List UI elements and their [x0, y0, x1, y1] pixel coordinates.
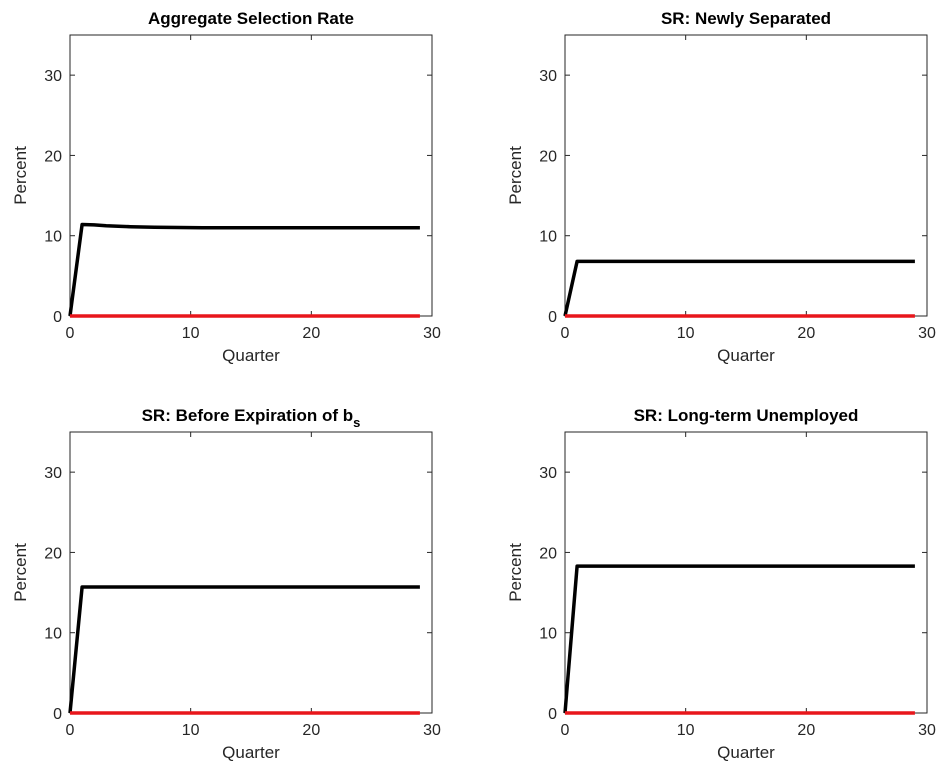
subplot-title: SR: Before Expiration of bs	[142, 406, 361, 430]
x-tick-label: 0	[561, 722, 570, 739]
x-axis-label: Quarter	[717, 346, 775, 365]
axes-frame	[70, 35, 432, 316]
y-tick-label: 10	[44, 626, 62, 643]
axes-frame	[565, 35, 927, 316]
x-tick-label: 20	[302, 325, 320, 342]
subplot-title: SR: Long-term Unemployed	[634, 406, 859, 425]
y-tick-label: 30	[44, 68, 62, 85]
y-tick-label: 30	[539, 465, 557, 482]
x-tick-label: 30	[423, 325, 441, 342]
x-axis-label: Quarter	[222, 346, 280, 365]
subplot-3: 0 10 20 30 0 10 20 30 SR: Before Expiration of b…	[11, 406, 441, 762]
y-tick-label: 30	[44, 465, 62, 482]
x-tick-label: 30	[918, 325, 936, 342]
y-tick-label: 0	[53, 309, 62, 326]
subplot-title-subscript: s	[353, 415, 360, 430]
y-tick-label: 0	[548, 309, 557, 326]
x-tick-label: 20	[797, 325, 815, 342]
y-axis-label: Percent	[11, 543, 30, 602]
y-tick-label: 10	[539, 626, 557, 643]
x-axis-label: Quarter	[222, 743, 280, 762]
series-line-1	[70, 225, 420, 317]
y-axis-label: Percent	[506, 146, 525, 205]
x-axis-label: Quarter	[717, 743, 775, 762]
y-tick-label: 10	[44, 229, 62, 246]
y-axis-label: Percent	[506, 543, 525, 602]
x-tick-label: 30	[423, 722, 441, 739]
subplot-4: 0 10 20 30 0 10 20 30 SR: Long-term Unemployed Qu…	[506, 406, 936, 762]
subplot-title-text: SR: Newly Separated	[661, 9, 831, 28]
y-tick-label: 30	[539, 68, 557, 85]
subplot-title-text: Aggregate Selection Rate	[148, 9, 354, 28]
x-tick-label: 10	[677, 722, 695, 739]
subplot-title: SR: Newly Separated	[661, 9, 831, 28]
y-tick-label: 20	[539, 545, 557, 562]
y-axis-label: Percent	[11, 146, 30, 205]
subplot-title-text: SR: Before Expiration of b	[142, 406, 354, 425]
y-tick-label: 20	[44, 148, 62, 165]
y-tick-label: 0	[53, 706, 62, 723]
x-tick-label: 0	[66, 722, 75, 739]
subplot-1: 0 10 20 30 0 10 20 30 Aggregate Selection Rate Qu…	[11, 9, 441, 365]
x-tick-label: 30	[918, 722, 936, 739]
x-tick-label: 0	[66, 325, 75, 342]
series-line-1	[70, 587, 420, 713]
subplot-2: 0 10 20 30 0 10 20 30 SR: Newly Separated Quarter…	[506, 9, 936, 365]
axes-frame	[565, 432, 927, 713]
y-tick-label: 20	[539, 148, 557, 165]
axes-frame	[70, 432, 432, 713]
x-tick-label: 10	[182, 722, 200, 739]
y-tick-label: 10	[539, 229, 557, 246]
subplot-title-text: SR: Long-term Unemployed	[634, 406, 859, 425]
series-line-1	[565, 566, 915, 713]
subplot-title: Aggregate Selection Rate	[148, 9, 354, 28]
x-tick-label: 10	[677, 325, 695, 342]
x-tick-label: 10	[182, 325, 200, 342]
y-tick-label: 20	[44, 545, 62, 562]
x-tick-label: 20	[302, 722, 320, 739]
x-tick-label: 0	[561, 325, 570, 342]
x-tick-label: 20	[797, 722, 815, 739]
series-line-1	[565, 261, 915, 316]
y-tick-label: 0	[548, 706, 557, 723]
